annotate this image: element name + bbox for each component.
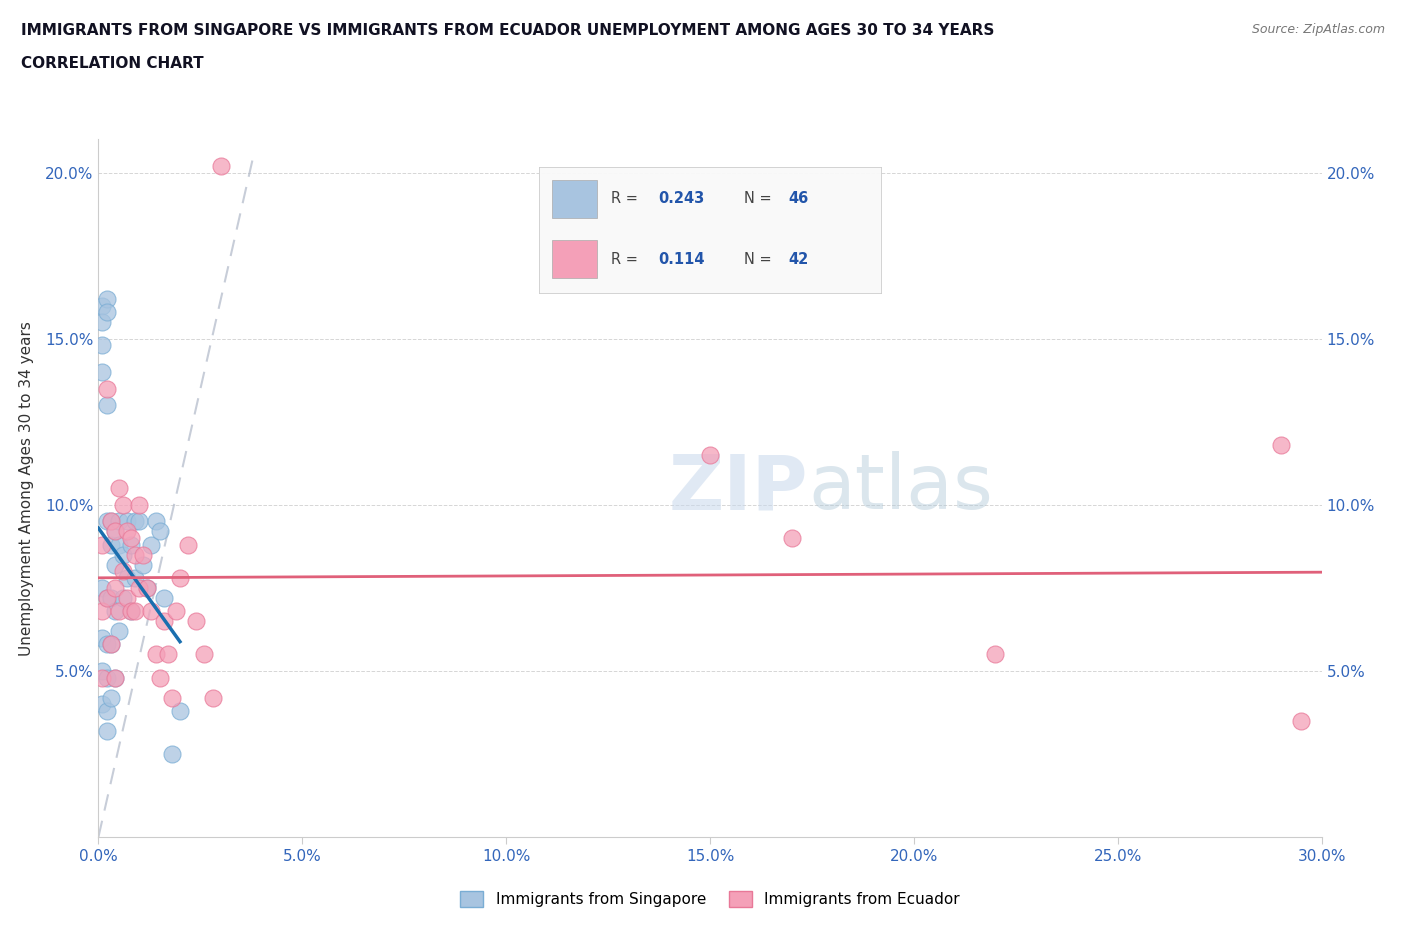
Point bbox=[120, 604, 142, 618]
Point bbox=[120, 604, 142, 618]
Point bbox=[201, 690, 224, 705]
Point bbox=[96, 291, 118, 306]
Point bbox=[111, 564, 134, 578]
Point bbox=[128, 580, 150, 595]
Point bbox=[96, 671, 118, 685]
Point bbox=[91, 580, 114, 595]
Point bbox=[100, 514, 122, 529]
Point bbox=[91, 671, 114, 685]
Point bbox=[120, 531, 142, 546]
Point bbox=[108, 604, 131, 618]
Point bbox=[141, 604, 163, 618]
Point bbox=[91, 314, 114, 329]
Point bbox=[124, 547, 146, 562]
Point bbox=[115, 524, 138, 538]
Point bbox=[124, 514, 146, 529]
Point bbox=[91, 697, 114, 711]
Point bbox=[104, 557, 127, 572]
Point bbox=[156, 647, 179, 662]
Point bbox=[91, 604, 114, 618]
Point bbox=[128, 514, 150, 529]
Point bbox=[100, 637, 122, 652]
Point bbox=[149, 524, 172, 538]
Legend: Immigrants from Singapore, Immigrants from Ecuador: Immigrants from Singapore, Immigrants fr… bbox=[454, 884, 966, 913]
Point bbox=[141, 538, 163, 552]
Point bbox=[152, 591, 174, 605]
Point bbox=[1291, 713, 1313, 728]
Text: CORRELATION CHART: CORRELATION CHART bbox=[21, 56, 204, 71]
Point bbox=[96, 398, 118, 413]
Point bbox=[96, 637, 118, 652]
Point bbox=[111, 547, 134, 562]
Point bbox=[104, 604, 127, 618]
Point bbox=[100, 514, 122, 529]
Point bbox=[124, 570, 146, 585]
Point bbox=[96, 514, 118, 529]
Point bbox=[91, 631, 114, 645]
Point bbox=[111, 498, 134, 512]
Point bbox=[96, 724, 118, 738]
Point bbox=[136, 580, 159, 595]
Point bbox=[91, 538, 114, 552]
Point bbox=[91, 299, 114, 313]
Point bbox=[96, 381, 118, 396]
Point bbox=[128, 498, 150, 512]
Point bbox=[145, 514, 167, 529]
Point bbox=[120, 538, 142, 552]
Point bbox=[152, 614, 174, 629]
Point bbox=[100, 538, 122, 552]
Point bbox=[186, 614, 208, 629]
Y-axis label: Unemployment Among Ages 30 to 34 years: Unemployment Among Ages 30 to 34 years bbox=[20, 321, 34, 656]
Point bbox=[108, 481, 131, 496]
Point bbox=[96, 591, 118, 605]
Text: atlas: atlas bbox=[808, 451, 993, 525]
Point bbox=[780, 531, 803, 546]
Point bbox=[193, 647, 215, 662]
Point bbox=[91, 663, 114, 678]
Point bbox=[160, 690, 183, 705]
Point bbox=[91, 338, 114, 352]
Point bbox=[149, 671, 172, 685]
Point bbox=[104, 524, 127, 538]
Point bbox=[96, 703, 118, 718]
Point bbox=[132, 557, 155, 572]
Point bbox=[177, 538, 200, 552]
Point bbox=[100, 591, 122, 605]
Point bbox=[104, 671, 127, 685]
Point bbox=[145, 647, 167, 662]
Point bbox=[169, 703, 191, 718]
Text: IMMIGRANTS FROM SINGAPORE VS IMMIGRANTS FROM ECUADOR UNEMPLOYMENT AMONG AGES 30 : IMMIGRANTS FROM SINGAPORE VS IMMIGRANTS … bbox=[21, 23, 994, 38]
Point bbox=[115, 570, 138, 585]
Text: Source: ZipAtlas.com: Source: ZipAtlas.com bbox=[1251, 23, 1385, 36]
Text: ZIP: ZIP bbox=[668, 451, 808, 525]
Point bbox=[100, 637, 122, 652]
Point bbox=[104, 524, 127, 538]
Point bbox=[108, 514, 131, 529]
Point bbox=[100, 690, 122, 705]
Point bbox=[104, 671, 127, 685]
Point bbox=[104, 580, 127, 595]
Point bbox=[699, 447, 721, 462]
Point bbox=[132, 547, 155, 562]
Point bbox=[108, 624, 131, 639]
Point bbox=[1270, 438, 1292, 453]
Point bbox=[96, 305, 118, 320]
Point bbox=[124, 604, 146, 618]
Point bbox=[91, 365, 114, 379]
Point bbox=[136, 580, 159, 595]
Point bbox=[169, 570, 191, 585]
Point bbox=[111, 591, 134, 605]
Point bbox=[209, 159, 232, 174]
Point bbox=[984, 647, 1007, 662]
Point bbox=[115, 514, 138, 529]
Point bbox=[115, 591, 138, 605]
Point bbox=[96, 591, 118, 605]
Point bbox=[108, 538, 131, 552]
Point bbox=[165, 604, 187, 618]
Point bbox=[160, 747, 183, 762]
